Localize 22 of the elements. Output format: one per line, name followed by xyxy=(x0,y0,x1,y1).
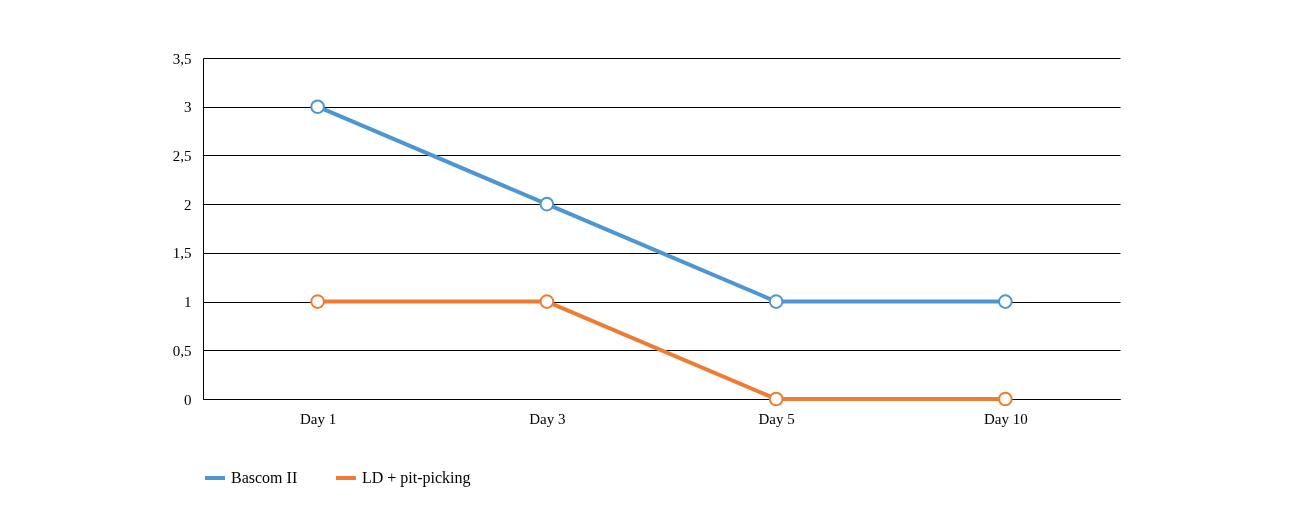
y-tick-label: 1 xyxy=(184,294,192,311)
point xyxy=(768,294,784,309)
x-tick-label: Day 3 xyxy=(529,410,566,427)
y-tick-label: 0 xyxy=(184,391,192,408)
x-tick-label: Day 10 xyxy=(984,410,1028,427)
point xyxy=(310,99,325,115)
point xyxy=(768,391,784,407)
y-tick-label: 1,5 xyxy=(172,245,192,262)
point xyxy=(539,294,555,309)
point xyxy=(998,391,1013,407)
legend-label: Bascom II xyxy=(231,469,298,486)
point xyxy=(998,294,1013,309)
y-tick-label: 2 xyxy=(184,196,192,213)
y-tick-label: 3 xyxy=(184,99,192,116)
y-tick-label: 0,5 xyxy=(172,342,192,359)
y-tick-label: 2,5 xyxy=(172,147,192,164)
legend-label: LD + pit-picking xyxy=(362,469,471,487)
y-tick-label: 3,5 xyxy=(172,50,192,67)
x-tick-label: Day 5 xyxy=(758,410,795,427)
point xyxy=(539,196,555,212)
point xyxy=(310,294,325,309)
x-tick-label: Day 1 xyxy=(300,410,337,427)
